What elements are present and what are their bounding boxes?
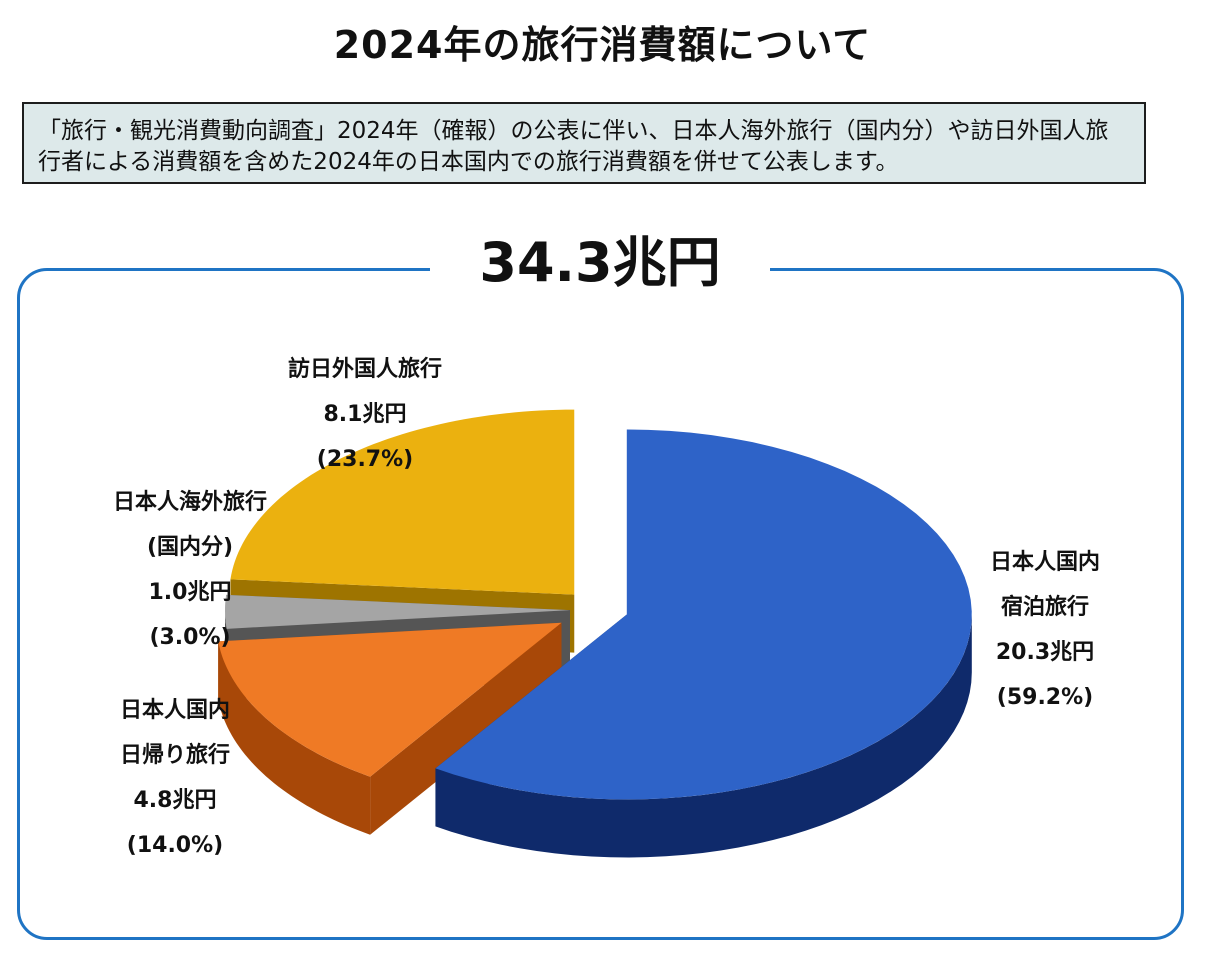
page-title: 2024年の旅行消費額について bbox=[333, 23, 872, 67]
label-name-line-1: 日本人海外旅行 bbox=[112, 490, 267, 515]
slice-outbound-domestic bbox=[225, 594, 571, 629]
label-value: 20.3兆円 bbox=[995, 640, 1095, 665]
label-inbound: 訪日外国人旅行 8.1兆円 (23.7%) bbox=[255, 347, 475, 482]
label-percent: (14.0%) bbox=[126, 833, 224, 858]
label-name-line-1: 日本人国内 bbox=[119, 698, 230, 723]
label-percent: (3.0%) bbox=[149, 625, 231, 650]
total-badge: 34.3兆円 bbox=[430, 226, 770, 300]
label-domestic-overnight: 日本人国内 宿泊旅行 20.3兆円 (59.2%) bbox=[960, 540, 1130, 720]
label-percent: (59.2%) bbox=[996, 685, 1094, 710]
slice-domestic-daytrip bbox=[218, 622, 562, 777]
slice-inbound bbox=[230, 409, 575, 595]
label-domestic-daytrip: 日本人国内 日帰り旅行 4.8兆円 (14.0%) bbox=[85, 688, 265, 868]
total-value: 34.3兆円 bbox=[479, 231, 721, 294]
slice-domestic-overnight-side bbox=[435, 614, 972, 858]
label-outbound-domestic: 日本人海外旅行 (国内分) 1.0兆円 (3.0%) bbox=[90, 480, 290, 660]
label-name-line-2: 宿泊旅行 bbox=[1000, 595, 1089, 620]
label-name-line-1: 日本人国内 bbox=[989, 550, 1100, 575]
slice-domestic-daytrip-side bbox=[218, 641, 371, 835]
label-name-line-2: 日帰り旅行 bbox=[119, 743, 230, 768]
label-value: 8.1兆円 bbox=[323, 402, 407, 427]
slice-domestic-overnight bbox=[435, 429, 972, 800]
label-percent: (23.7%) bbox=[316, 447, 414, 472]
label-name-line-1: 訪日外国人旅行 bbox=[287, 357, 442, 382]
notice-box: 「旅行・観光消費動向調査」2024年（確報）の公表に伴い、日本人海外旅行（国内分… bbox=[22, 102, 1146, 184]
label-name-line-2: (国内分) bbox=[146, 535, 234, 560]
label-value: 1.0兆円 bbox=[148, 580, 232, 605]
label-value: 4.8兆円 bbox=[133, 788, 217, 813]
